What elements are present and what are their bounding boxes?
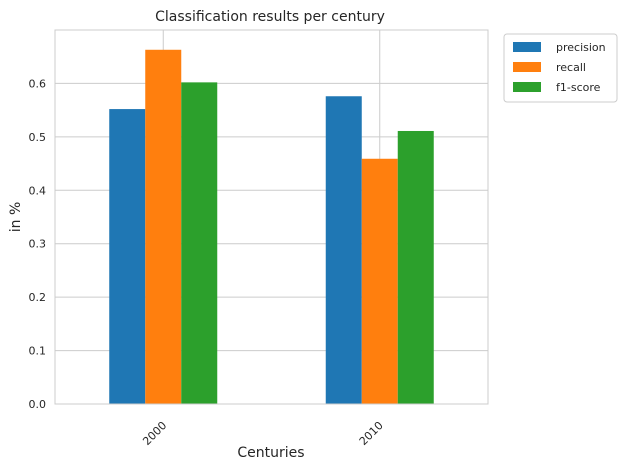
y-tick-label: 0.6	[29, 77, 47, 90]
legend-label-precision: precision	[556, 41, 606, 54]
bars-layer	[109, 49, 434, 405]
x-ticks: 2000 2010	[140, 419, 385, 448]
y-tick-label: 0.5	[29, 131, 47, 144]
bar-precision-2010	[325, 96, 362, 404]
y-tick-label: 0.2	[29, 291, 47, 304]
chart-title: Classification results per century	[155, 9, 385, 25]
plot-frame	[54, 29, 489, 405]
legend-swatch-f1-score	[513, 82, 541, 92]
bar-recall-2000	[145, 49, 182, 405]
y-ticks: 0.0 0.1 0.2 0.3 0.4 0.5 0.6	[29, 77, 47, 411]
legend-label-f1-score: f1-score	[556, 81, 601, 94]
y-tick-label: 0.3	[29, 238, 47, 251]
legend-swatch-recall	[513, 62, 541, 72]
bar-recall-2010	[361, 158, 398, 404]
x-axis-label: Centuries	[237, 445, 304, 461]
x-tick-label: 2010	[357, 419, 386, 448]
legend: precision recall f1-score	[503, 33, 618, 103]
legend-label-recall: recall	[556, 61, 586, 74]
y-tick-label: 0.0	[29, 398, 47, 411]
bar-f1-score-2000	[181, 82, 218, 405]
y-tick-label: 0.1	[29, 345, 47, 358]
y-tick-label: 0.4	[29, 184, 47, 197]
bar-precision-2000	[109, 109, 146, 405]
y-axis-label: in %	[8, 202, 24, 233]
x-tick-label: 2000	[140, 419, 169, 448]
bar-f1-score-2010	[397, 130, 434, 405]
legend-swatch-precision	[513, 42, 541, 52]
